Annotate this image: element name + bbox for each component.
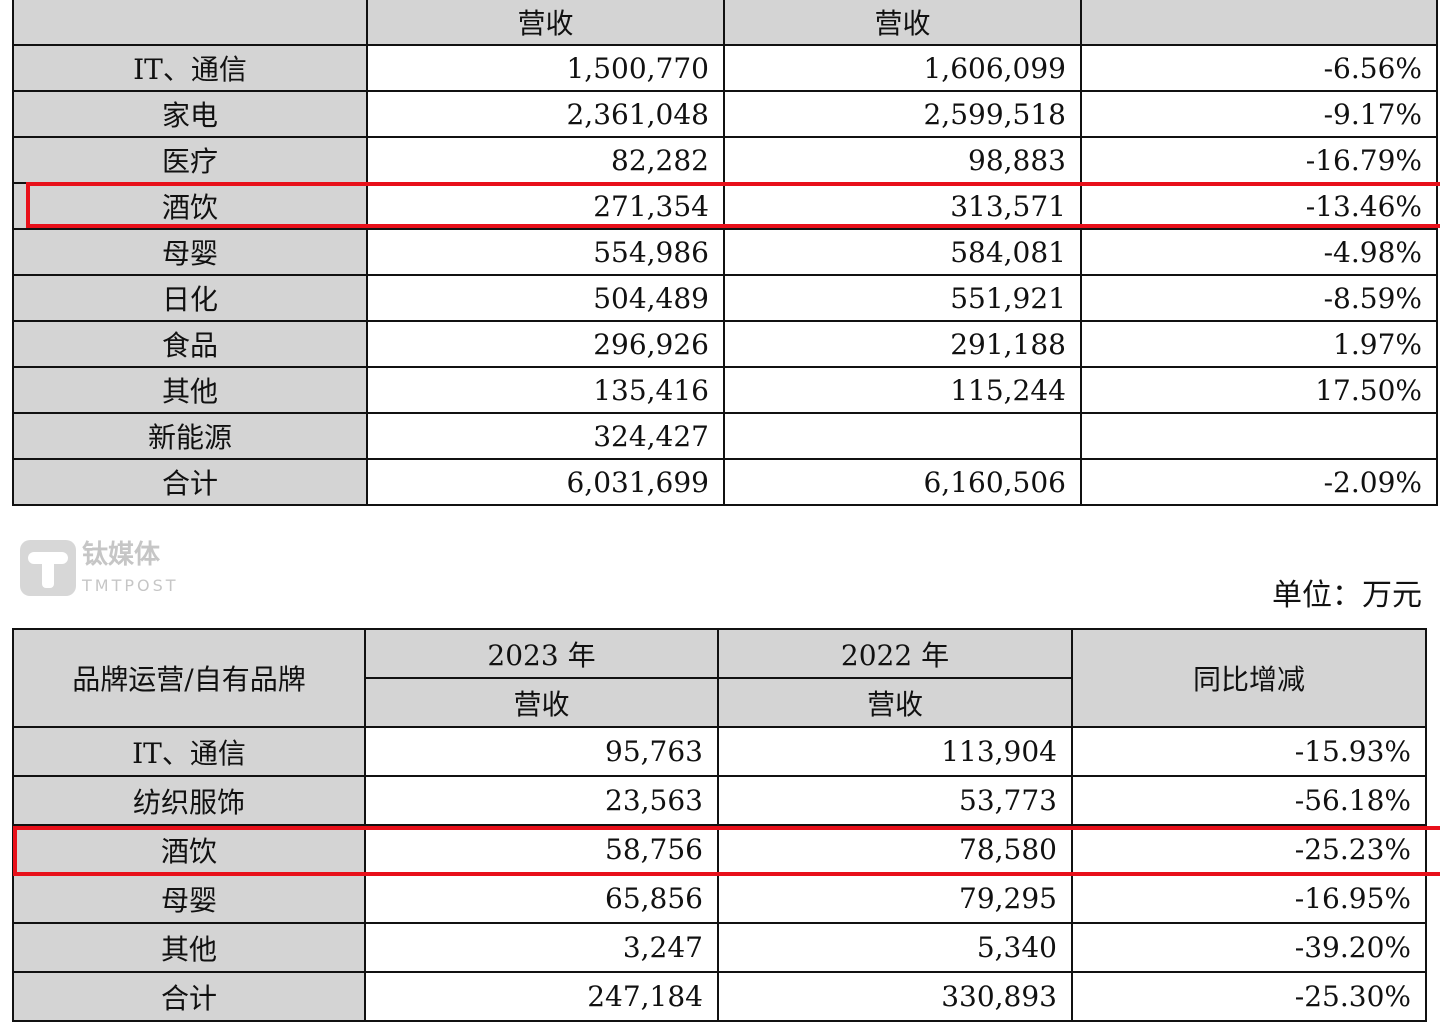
row-label: IT、通信 <box>12 726 366 777</box>
row-label: 食品 <box>12 320 368 368</box>
cell-value: -13.46% <box>1080 182 1438 230</box>
cell-value: 296,926 <box>366 320 725 368</box>
table-row: IT、通信 1,500,770 1,606,099 -6.56% <box>12 44 1438 92</box>
header-cell-1: 营收 <box>366 0 725 46</box>
cell-value: 95,763 <box>364 726 719 777</box>
cell-value: 65,856 <box>364 873 719 924</box>
cell-value: 3,247 <box>364 922 719 973</box>
header-category: 品牌运营/自有品牌 <box>12 628 366 728</box>
cell-value: 324,427 <box>366 412 725 460</box>
table-row: 其他 3,247 5,340 -39.20% <box>12 922 1427 973</box>
cell-value: 2,599,518 <box>723 90 1082 138</box>
row-label: 其他 <box>12 922 366 973</box>
table-row: IT、通信 95,763 113,904 -15.93% <box>12 726 1427 777</box>
row-label: 纺织服饰 <box>12 775 366 826</box>
cell-value: 115,244 <box>723 366 1082 414</box>
table-row: 食品 296,926 291,188 1.97% <box>12 320 1438 368</box>
cell-value: -9.17% <box>1080 90 1438 138</box>
cell-value: 6,031,699 <box>366 458 725 506</box>
cell-value <box>723 412 1082 460</box>
cell-value: -25.30% <box>1071 971 1427 1022</box>
table-row: 酒饮 271,354 313,571 -13.46% <box>12 182 1438 230</box>
cell-value: -39.20% <box>1071 922 1427 973</box>
cell-value: 58,756 <box>364 824 719 875</box>
cell-value: 551,921 <box>723 274 1082 322</box>
header-cell-0 <box>12 0 368 46</box>
cell-value: 78,580 <box>717 824 1073 875</box>
table-row: 医疗 82,282 98,883 -16.79% <box>12 136 1438 184</box>
revenue-by-category-table: 营收 营收 IT、通信 1,500,770 1,606,099 -6.56% 家电 2,361… <box>12 0 1438 506</box>
cell-value: 313,571 <box>723 182 1082 230</box>
cell-value: 1,606,099 <box>723 44 1082 92</box>
header-revenue-2023: 营收 <box>364 677 719 728</box>
header-2023: 2023 年 <box>364 628 719 679</box>
row-label: 酒饮 <box>12 824 366 875</box>
header-cell-2: 营收 <box>723 0 1082 46</box>
table-row: 其他 135,416 115,244 17.50% <box>12 366 1438 414</box>
table-row: 酒饮 58,756 78,580 -25.23% <box>12 824 1427 875</box>
cell-value: 53,773 <box>717 775 1073 826</box>
cell-value: 1.97% <box>1080 320 1438 368</box>
cell-value: -4.98% <box>1080 228 1438 276</box>
tmtpost-watermark: 钛媒体 TMTPOST <box>20 540 240 600</box>
table-row: 母婴 554,986 584,081 -4.98% <box>12 228 1438 276</box>
cell-value: -25.23% <box>1071 824 1427 875</box>
cell-value: 271,354 <box>366 182 725 230</box>
cell-value: 1,500,770 <box>366 44 725 92</box>
table-row: 纺织服饰 23,563 53,773 -56.18% <box>12 775 1427 826</box>
cell-value: 504,489 <box>366 274 725 322</box>
header-change: 同比增减 <box>1071 628 1427 728</box>
cell-value: -6.56% <box>1080 44 1438 92</box>
cell-value: 79,295 <box>717 873 1073 924</box>
brand-operation-table: 品牌运营/自有品牌 2023 年 2022 年 同比增减 营收 营收 IT、通信… <box>12 628 1427 1022</box>
cell-value: -8.59% <box>1080 274 1438 322</box>
row-label: 合计 <box>12 971 366 1022</box>
header-revenue-2022: 营收 <box>717 677 1073 728</box>
row-label: 新能源 <box>12 412 368 460</box>
cell-value: -56.18% <box>1071 775 1427 826</box>
table-row: 合计 247,184 330,893 -25.30% <box>12 971 1427 1022</box>
cell-value: 291,188 <box>723 320 1082 368</box>
cell-value: 554,986 <box>366 228 725 276</box>
cell-value: 247,184 <box>364 971 719 1022</box>
table-row: 母婴 65,856 79,295 -16.95% <box>12 873 1427 924</box>
cell-value: 6,160,506 <box>723 458 1082 506</box>
cell-value: 23,563 <box>364 775 719 826</box>
cell-value: 135,416 <box>366 366 725 414</box>
row-label: 日化 <box>12 274 368 322</box>
header-2022: 2022 年 <box>717 628 1073 679</box>
cell-value: 5,340 <box>717 922 1073 973</box>
row-label: 家电 <box>12 90 368 138</box>
row-label: 合计 <box>12 458 368 506</box>
header-row: 营收 营收 <box>12 0 1438 46</box>
cell-value: -16.95% <box>1071 873 1427 924</box>
cell-value: -2.09% <box>1080 458 1438 506</box>
table-row: 新能源 324,427 <box>12 412 1438 460</box>
table-row: 家电 2,361,048 2,599,518 -9.17% <box>12 90 1438 138</box>
header-cell-3 <box>1080 0 1438 46</box>
watermark-en: TMTPOST <box>82 576 179 595</box>
cell-value: 113,904 <box>717 726 1073 777</box>
cell-value: 330,893 <box>717 971 1073 1022</box>
row-label: 母婴 <box>12 873 366 924</box>
cell-value: -15.93% <box>1071 726 1427 777</box>
cell-value <box>1080 412 1438 460</box>
row-label: 其他 <box>12 366 368 414</box>
watermark-cn: 钛媒体 <box>82 540 161 570</box>
cell-value: 2,361,048 <box>366 90 725 138</box>
tmtpost-logo-icon <box>20 540 76 596</box>
cell-value: -16.79% <box>1080 136 1438 184</box>
cell-value: 584,081 <box>723 228 1082 276</box>
table-row: 合计 6,031,699 6,160,506 -2.09% <box>12 458 1438 506</box>
row-label: 医疗 <box>12 136 368 184</box>
table-row: 日化 504,489 551,921 -8.59% <box>12 274 1438 322</box>
cell-value: 17.50% <box>1080 366 1438 414</box>
unit-label: 单位：万元 <box>1272 578 1422 613</box>
row-label: 母婴 <box>12 228 368 276</box>
cell-value: 82,282 <box>366 136 725 184</box>
row-label: 酒饮 <box>12 182 368 230</box>
row-label: IT、通信 <box>12 44 368 92</box>
cell-value: 98,883 <box>723 136 1082 184</box>
